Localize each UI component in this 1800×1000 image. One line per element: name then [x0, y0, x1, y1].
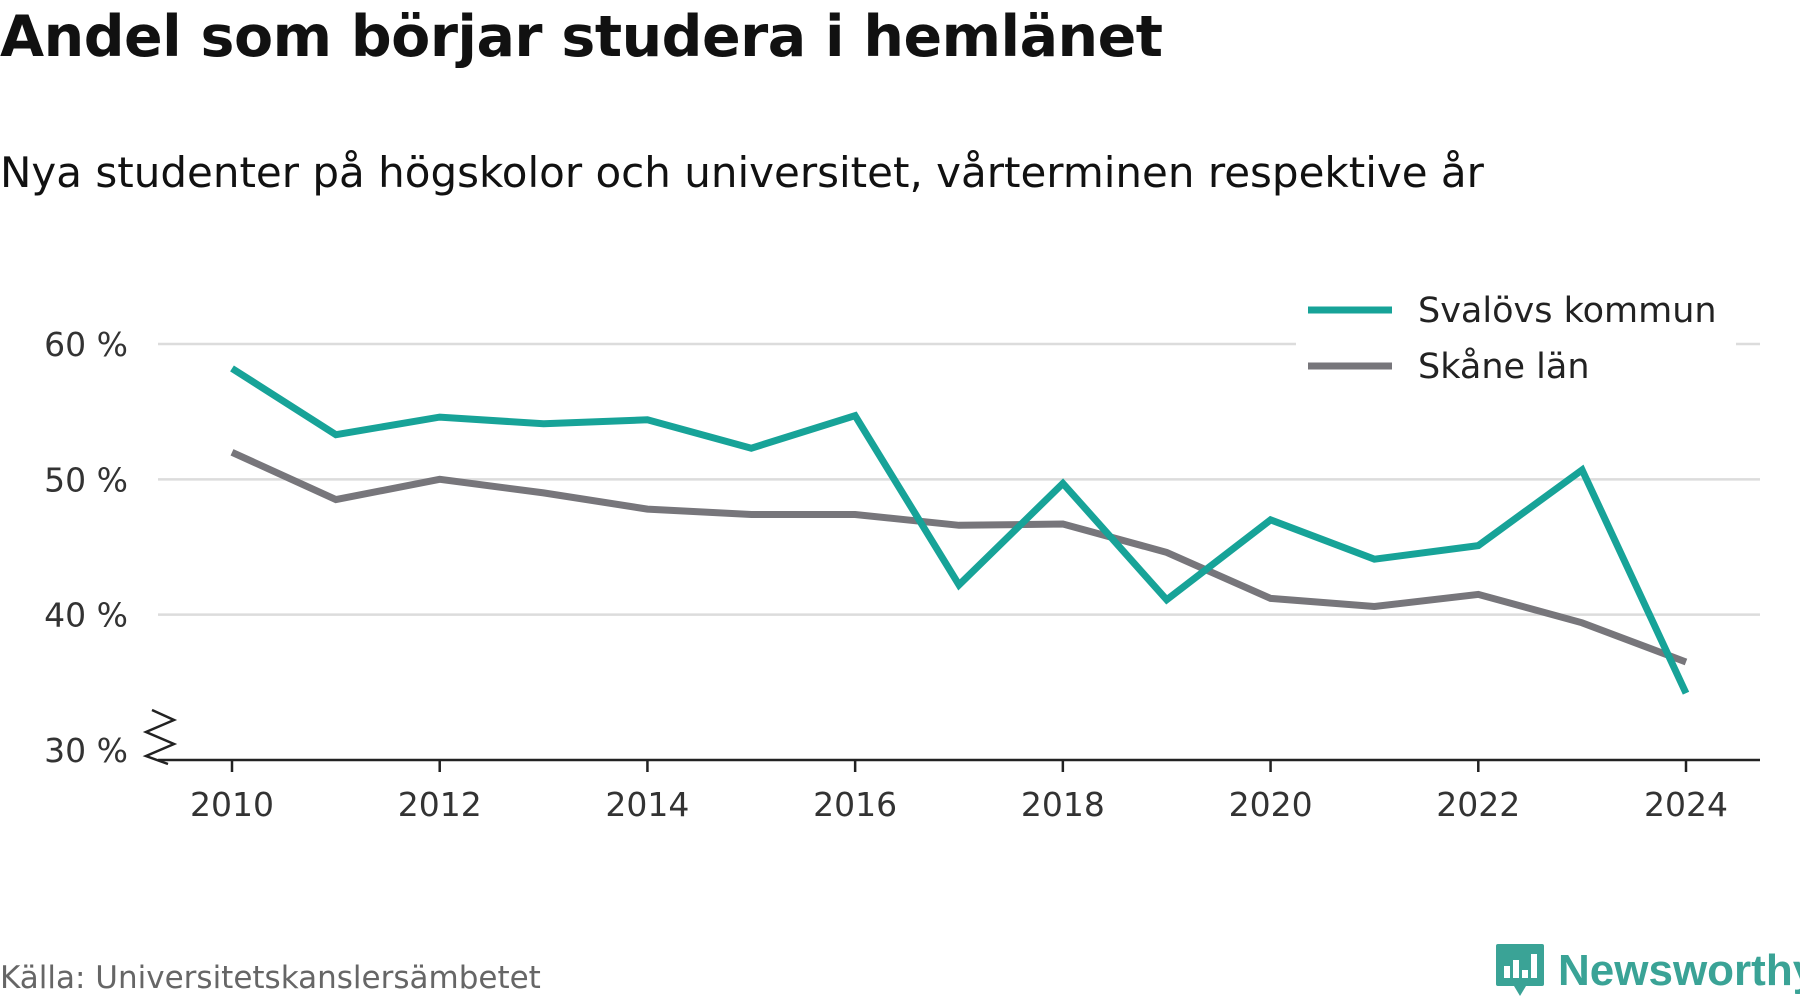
- legend-label: Skåne län: [1418, 346, 1590, 387]
- series-line-skane-lan: [230, 449, 1688, 666]
- y-tick-label: 40 %: [44, 596, 128, 635]
- y-tick-label: 30 %: [44, 731, 128, 770]
- x-tick-label: 2020: [1229, 785, 1313, 824]
- chart-title: Andel som börjar studera i hemlänet: [0, 4, 1163, 70]
- x-tick-label: 2022: [1436, 785, 1520, 824]
- newsworthy-wordmark: Newsworthy: [1558, 946, 1800, 995]
- x-tick-label: 2016: [813, 785, 897, 824]
- legend-label: Svalövs kommun: [1418, 291, 1717, 331]
- chart-subtitle: Nya studenter på högskolor och universit…: [0, 148, 1484, 197]
- series-line-svalov-kommun: [230, 365, 1690, 695]
- newsworthy-logo: Newsworthy: [1494, 942, 1800, 1000]
- x-tick-label: 2024: [1644, 785, 1728, 824]
- x-tick-label: 2010: [190, 785, 274, 824]
- source-note: Källa: Universitetskanslersämbetet: [0, 960, 541, 996]
- y-tick-label: 60 %: [44, 325, 128, 364]
- y-tick-label: 50 %: [44, 460, 128, 499]
- bar-chart-speech-bubble-icon: [1496, 944, 1544, 996]
- x-tick-label: 2018: [1021, 785, 1105, 824]
- axis-break-icon: [142, 708, 178, 766]
- x-tick-label: 2014: [605, 785, 689, 824]
- x-tick-label: 2012: [398, 785, 482, 824]
